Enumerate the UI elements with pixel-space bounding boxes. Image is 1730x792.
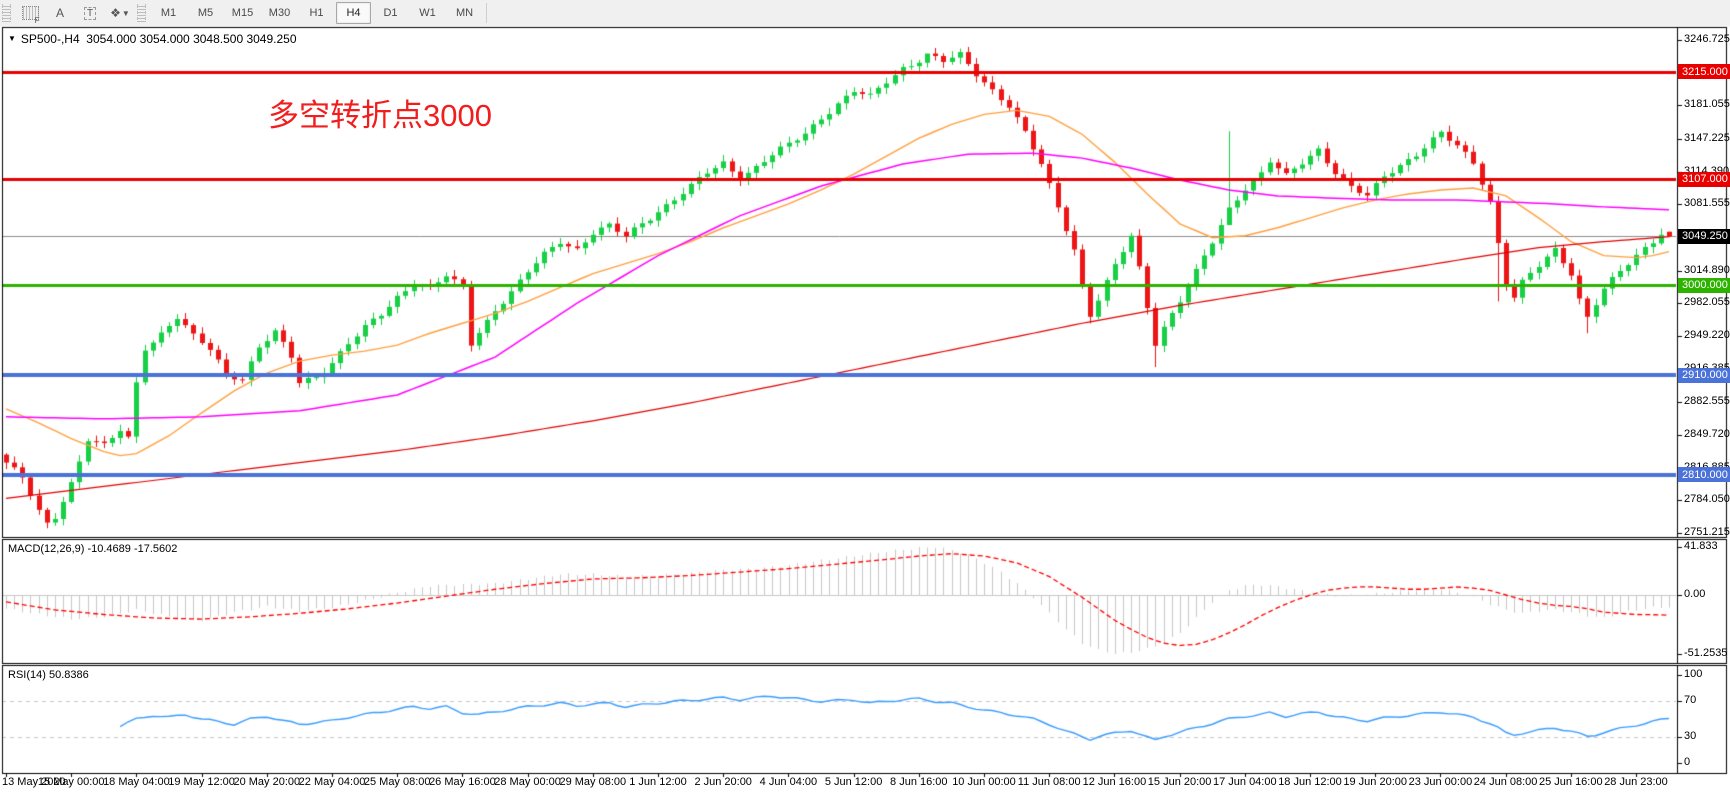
time-label: 22 May 04:00	[298, 776, 366, 788]
price-badge: 3000.000	[1678, 277, 1730, 293]
time-label: 2 Jun 20:00	[694, 776, 752, 788]
price-tick-label: 2982.055	[1684, 296, 1730, 309]
time-label: 20 May 20:00	[233, 776, 301, 788]
time-label: 28 Jun 23:00	[1604, 776, 1668, 788]
price-tick-label: 2949.220	[1684, 328, 1730, 341]
rsi-tick-label: 70	[1684, 694, 1697, 707]
macd-label: MACD(12,26,9) -10.4689 -17.5602	[8, 543, 178, 555]
time-label: 15 May 00:00	[37, 776, 105, 788]
rsi-tick-label: 30	[1684, 729, 1697, 742]
macd-tick-label: -51.2535	[1684, 646, 1728, 659]
time-label: 18 Jun 12:00	[1278, 776, 1342, 788]
price-badge: 3049.250	[1678, 228, 1730, 244]
time-label: 5 Jun 12:00	[824, 776, 883, 788]
time-label: 23 Jun 00:00	[1408, 776, 1473, 788]
time-label: 19 May 12:00	[168, 776, 235, 788]
rsi-tick-label: 100	[1684, 668, 1703, 680]
price-tick-label: 2849.720	[1684, 427, 1730, 440]
time-label: 12 Jun 16:00	[1082, 776, 1147, 788]
symbol-name: SP500-,H4	[20, 32, 80, 46]
time-label: 15 Jun 20:00	[1147, 776, 1212, 788]
time-label: 1 Jun 12:00	[629, 776, 687, 788]
time-label: 8 Jun 16:00	[890, 776, 948, 788]
time-label: 24 Jun 08:00	[1473, 776, 1538, 788]
rsi-label: RSI(14) 50.8386	[8, 669, 89, 681]
time-label: 4 Jun 04:00	[759, 776, 818, 788]
time-label: 18 May 04:00	[103, 776, 170, 788]
price-tick-label: 2784.050	[1684, 493, 1730, 506]
macd-tick-label: 41.833	[1684, 540, 1718, 553]
ohlc-values: 3054.000 3054.000 3048.500 3049.250	[79, 32, 297, 46]
time-label: 17 Jun 04:00	[1212, 776, 1277, 788]
chart-annotation[interactable]: 多空转折点3000	[268, 98, 492, 133]
time-label: 25 Jun 16:00	[1538, 776, 1603, 788]
price-tick-label: 2882.555	[1684, 395, 1730, 408]
price-tick-label: 3081.555	[1684, 197, 1730, 210]
time-label: 13 May 2020	[2, 776, 66, 788]
price-badge: 3107.000	[1678, 171, 1730, 187]
rsi-tick-label: 0	[1684, 756, 1691, 768]
price-tick-label: 3147.225	[1684, 131, 1730, 144]
price-tick-label: 2751.215	[1684, 526, 1730, 538]
time-label: 28 May 00:00	[494, 776, 561, 788]
symbol-dropdown-icon[interactable]: ▼	[8, 34, 16, 43]
time-label: 29 May 08:00	[559, 776, 627, 788]
price-tick-label: 3014.890	[1684, 263, 1730, 276]
macd-tick-label: 0.00	[1684, 588, 1706, 600]
price-badge: 3215.000	[1678, 64, 1730, 80]
price-badge: 2910.000	[1678, 367, 1730, 383]
price-tick-label: 3181.055	[1684, 98, 1730, 111]
price-tick-label: 3246.725	[1684, 33, 1730, 45]
time-label: 26 May 16:00	[429, 776, 496, 788]
symbol-header[interactable]: ▼ SP500-,H4 3054.000 3054.000 3048.500 30…	[8, 32, 297, 46]
time-label: 10 Jun 00:00	[952, 776, 1016, 788]
time-label: 25 May 08:00	[363, 776, 431, 788]
time-label: 11 Jun 08:00	[1017, 776, 1081, 788]
time-label: 19 Jun 20:00	[1343, 776, 1407, 788]
price-badge: 2810.000	[1678, 467, 1730, 482]
